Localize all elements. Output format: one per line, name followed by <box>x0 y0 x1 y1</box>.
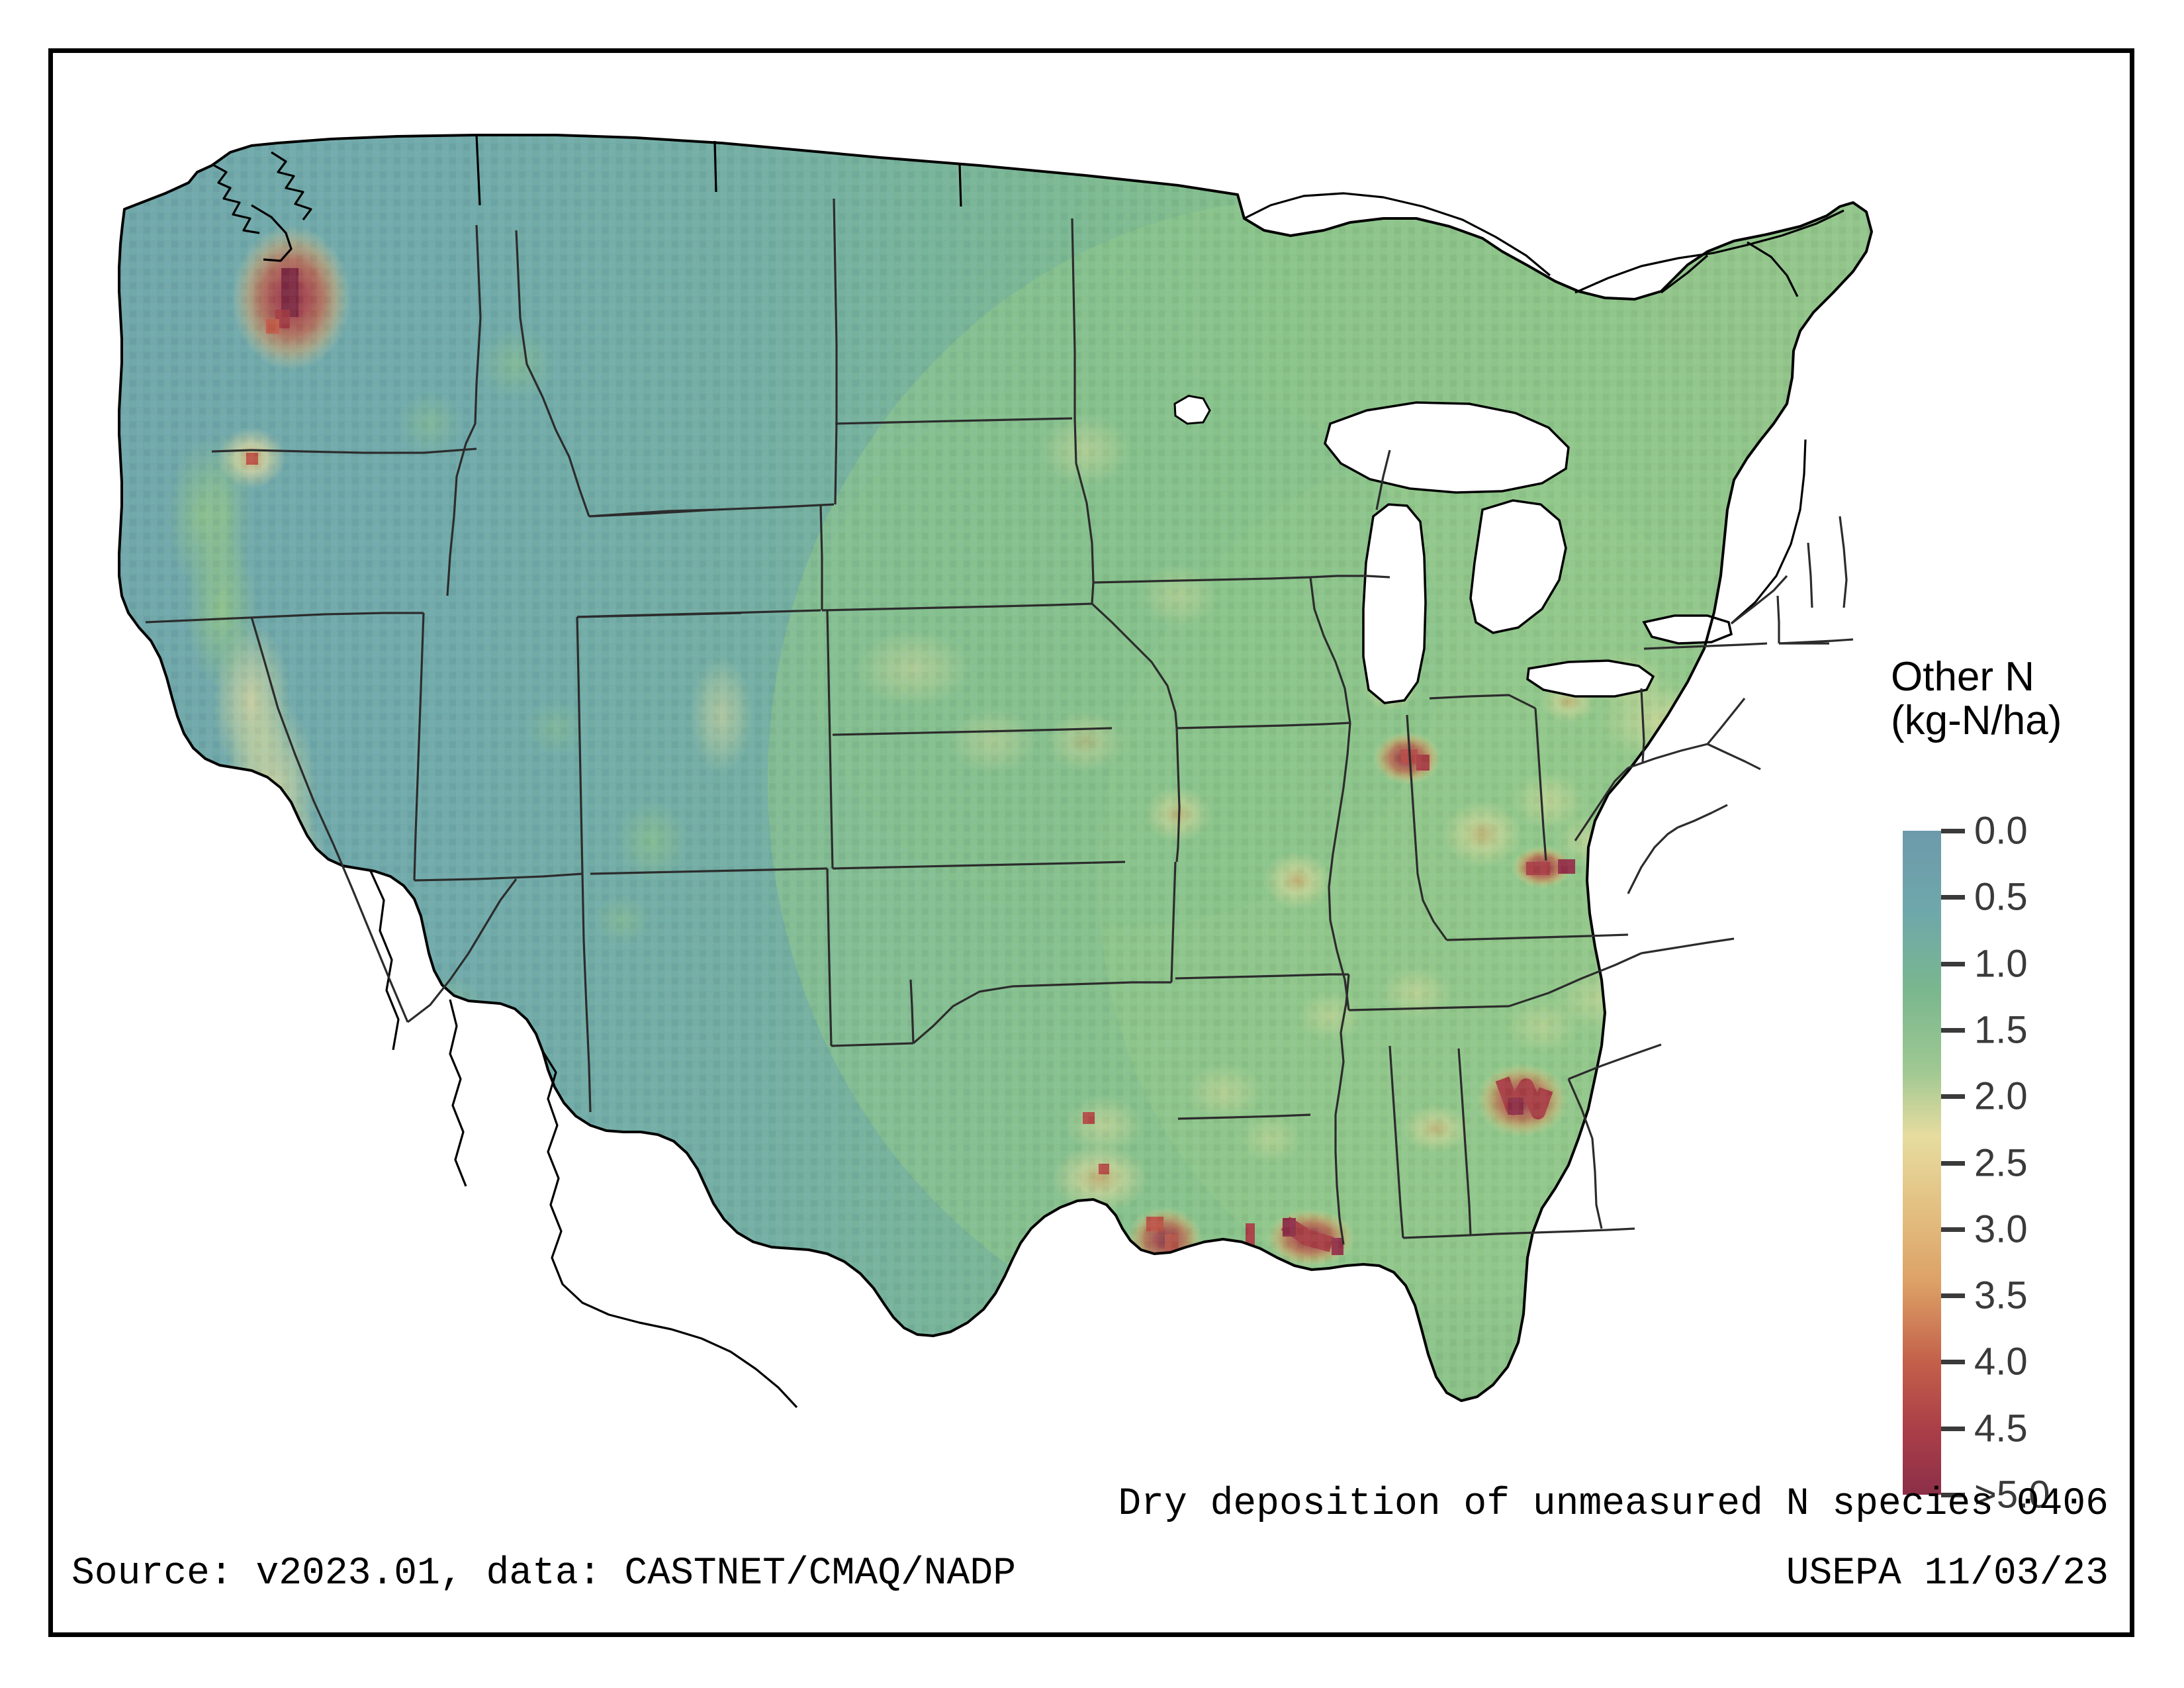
colorbar: 0.0 0.5 1.0 1.5 2.0 2.5 3.0 3.5 4.0 4.5 >5.0 <box>1903 810 2128 1517</box>
colorbar-tick <box>1941 1360 1965 1365</box>
state-boundaries <box>145 198 1854 1245</box>
colorbar-tick-label: 4.5 <box>1974 1407 2028 1450</box>
colorbar-tick <box>1941 1493 1965 1497</box>
map-panel <box>53 53 1880 1470</box>
colorbar-tick <box>1941 961 1965 966</box>
colorbar-tick-label: 0.0 <box>1974 809 2028 853</box>
great-lakes <box>1173 395 1733 704</box>
colorbar-tick <box>1941 1293 1965 1299</box>
national-boundary <box>118 134 1873 1402</box>
colorbar-tick <box>1941 1160 1965 1166</box>
colorbar-tick <box>1941 1027 1965 1033</box>
colorbar-tick-label: 1.5 <box>1974 1008 2028 1052</box>
agency-date-text: USEPA 11/03/23 <box>1786 1552 2109 1595</box>
legend: Other N (kg-N/ha) 0.0 0.5 1.0 1.5 2.0 2.5 3.0 3… <box>1854 655 2132 1569</box>
colorbar-tick <box>1941 895 1965 900</box>
colorbar-gradient <box>1903 831 1941 1495</box>
colorbar-tick-label: 1.0 <box>1974 942 2028 986</box>
colorbar-tick-label: 2.5 <box>1974 1141 2028 1184</box>
colorbar-tick <box>1941 829 1965 833</box>
colorbar-tick-label: 4.0 <box>1974 1340 2028 1383</box>
colorbar-tick <box>1941 1227 1965 1232</box>
colorbar-tick <box>1941 1094 1965 1100</box>
colorbar-tick-label: 3.0 <box>1974 1207 2028 1251</box>
colorbar-tick-label: 3.5 <box>1974 1274 2028 1317</box>
legend-title: Other N (kg-N/ha) <box>1891 654 2062 743</box>
colorbar-tick-label: 2.0 <box>1974 1074 2028 1118</box>
figure-frame: Other N (kg-N/ha) 0.0 0.5 1.0 1.5 2.0 2.5 3.0 3… <box>48 48 2134 1637</box>
colorbar-tick-label: 0.5 <box>1974 875 2028 919</box>
deposition-map <box>53 53 1880 1470</box>
source-text: Source: v2023.01, data: CASTNET/CMAQ/NAD… <box>71 1552 1017 1595</box>
map-title: Dry deposition of unmeasured N species 0… <box>1118 1483 2109 1526</box>
colorbar-tick-label: >5.0 <box>1974 1473 2050 1517</box>
colorbar-tick <box>1941 1426 1965 1431</box>
neighboring-country-boundaries <box>211 134 1844 1409</box>
